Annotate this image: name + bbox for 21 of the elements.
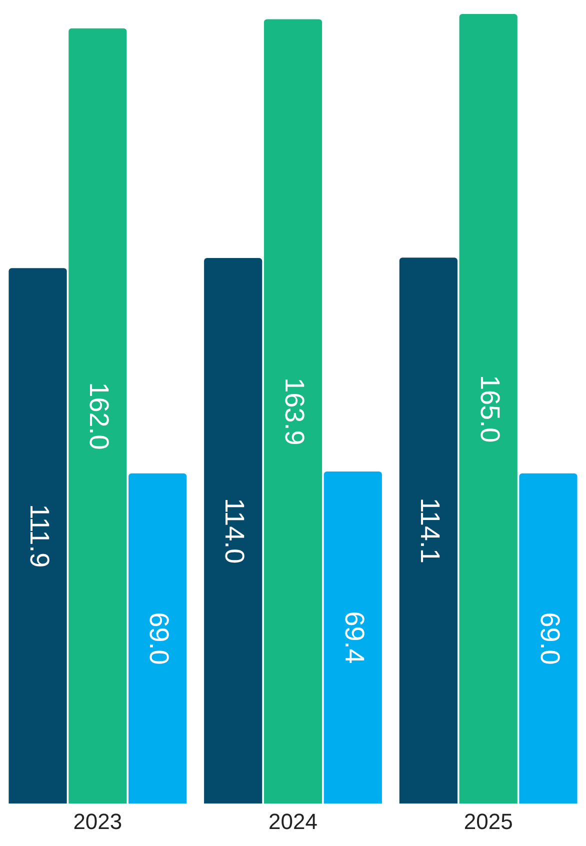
data-label: 162.0 bbox=[84, 382, 114, 450]
data-label: 69.4 bbox=[339, 611, 370, 664]
bar bbox=[68, 28, 127, 804]
bar bbox=[264, 19, 322, 804]
x-tick-label: 2025 bbox=[464, 808, 513, 834]
bar bbox=[519, 473, 578, 804]
data-label: 114.0 bbox=[220, 498, 250, 564]
data-label: 163.9 bbox=[280, 378, 310, 446]
bar bbox=[8, 268, 67, 804]
data-label: 114.1 bbox=[414, 498, 445, 564]
x-tick-label: 2024 bbox=[268, 808, 318, 834]
bar bbox=[204, 258, 262, 804]
bar bbox=[399, 258, 458, 804]
x-tick-label: 2023 bbox=[73, 808, 122, 834]
bar bbox=[128, 473, 187, 804]
data-label: 165.0 bbox=[474, 375, 505, 443]
data-label: 111.9 bbox=[24, 504, 54, 568]
data-label: 69.0 bbox=[534, 612, 565, 665]
bar bbox=[324, 471, 382, 804]
bar bbox=[459, 14, 518, 804]
data-label: 69.0 bbox=[144, 612, 174, 665]
